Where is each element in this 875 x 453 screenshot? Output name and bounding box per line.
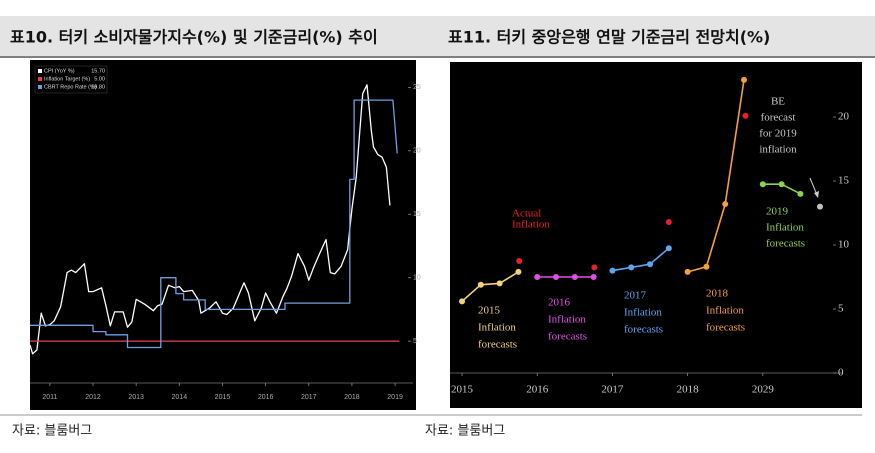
annotation: forecasts <box>478 339 517 351</box>
x-tick-label: 2012 <box>85 394 101 401</box>
legend-value: 19.80 <box>91 84 105 90</box>
point <box>722 201 729 208</box>
y-tick-label: 10 <box>838 239 850 251</box>
legend-box <box>34 65 108 94</box>
x-tick-label: 2018 <box>344 394 360 401</box>
series-line <box>461 271 519 302</box>
annotation-arrow <box>809 177 818 196</box>
chart-title: 표11. 터키 중앙은행 연말 기준금리 전망치(%) <box>448 28 770 47</box>
annotation: forecasts <box>766 238 805 250</box>
annotation: Inflation <box>706 305 744 317</box>
x-tick-label: 2015 <box>451 384 474 396</box>
y-tick-label: 25 <box>413 84 421 91</box>
point <box>759 181 766 188</box>
point <box>816 203 823 210</box>
annotation: 2016 <box>548 297 571 309</box>
annotation: forecasts <box>548 331 587 343</box>
point <box>741 76 748 83</box>
header-band <box>0 16 875 56</box>
source: 자료: 블룸버그 <box>12 424 92 439</box>
x-tick-label: 2011 <box>42 394 57 401</box>
point <box>647 261 654 268</box>
chart-frame <box>450 62 862 408</box>
point <box>703 263 710 270</box>
legend-swatch <box>38 77 42 81</box>
x-tick-label: 2016 <box>258 394 274 401</box>
annotation: 2018 <box>706 288 729 300</box>
annotation: Inflation <box>766 222 804 234</box>
annotation: 2017 <box>624 290 647 302</box>
legend-swatch <box>38 85 42 89</box>
series-line <box>29 84 391 355</box>
y-tick-label: 20 <box>413 148 421 155</box>
legend-label: CBRT Repo Rate (%) <box>44 84 97 90</box>
x-tick-label: 2029 <box>752 384 775 396</box>
series-line <box>30 99 398 349</box>
chart-frame <box>30 60 416 410</box>
point <box>609 267 616 274</box>
source: 자료: 블룸버그 <box>425 424 505 439</box>
x-tick-label: 2018 <box>677 384 700 396</box>
legend-label: Inflation Target (%) <box>44 76 90 82</box>
point <box>665 218 672 225</box>
chart-title: 표10. 터키 소비자물가지수(%) 및 기준금리(%) 추이 <box>10 28 378 47</box>
x-tick-label: 2017 <box>301 394 317 401</box>
point <box>591 264 598 271</box>
legend-value: 5.00 <box>94 76 105 82</box>
annotation-arrowhead <box>814 191 819 198</box>
y-tick-label: 15 <box>838 175 850 187</box>
point <box>797 190 804 197</box>
point <box>665 245 672 252</box>
y-tick-label: 20 <box>838 111 850 123</box>
x-tick-label: 2016 <box>526 384 549 396</box>
y-tick-label: 10 <box>413 275 421 282</box>
point <box>516 258 523 265</box>
point <box>778 181 785 188</box>
annotation: Actual <box>512 208 541 220</box>
series-line <box>687 79 745 273</box>
point <box>590 274 597 281</box>
legend-label: CPI (YoY %) <box>44 68 75 74</box>
annotation: forecasts <box>706 322 745 334</box>
annotation: for 2019 <box>759 128 797 140</box>
annotation: Inflation <box>512 219 550 231</box>
x-tick-label: 2013 <box>128 394 144 401</box>
legend-swatch <box>38 69 42 73</box>
annotation: Inflation <box>624 307 662 319</box>
point <box>571 274 578 281</box>
point <box>515 268 522 275</box>
point <box>742 112 749 119</box>
point <box>496 280 503 287</box>
annotation: Inflation <box>478 322 516 334</box>
point <box>459 298 466 305</box>
annotation: 2015 <box>478 305 501 317</box>
x-tick-label: 2019 <box>387 394 403 401</box>
y-tick-label: 0 <box>838 367 844 379</box>
x-tick-label: 2017 <box>601 384 624 396</box>
x-tick-label: 2014 <box>172 394 188 401</box>
legend-value: 15.70 <box>91 68 105 74</box>
y-tick-label: 15 <box>413 211 421 218</box>
point <box>628 264 635 271</box>
point <box>684 268 691 275</box>
series-line <box>612 247 670 272</box>
annotation: Inflation <box>548 314 586 326</box>
point <box>553 274 560 281</box>
point <box>534 274 541 281</box>
annotation: forecast <box>761 112 796 124</box>
point <box>477 281 484 288</box>
annotation: BE <box>771 96 785 108</box>
y-tick-label: 5 <box>413 338 417 345</box>
x-tick-label: 2015 <box>215 394 231 401</box>
y-tick-label: 5 <box>838 303 844 315</box>
annotation: forecasts <box>624 324 663 336</box>
annotation: inflation <box>759 144 797 156</box>
annotation: 2019 <box>766 206 789 218</box>
